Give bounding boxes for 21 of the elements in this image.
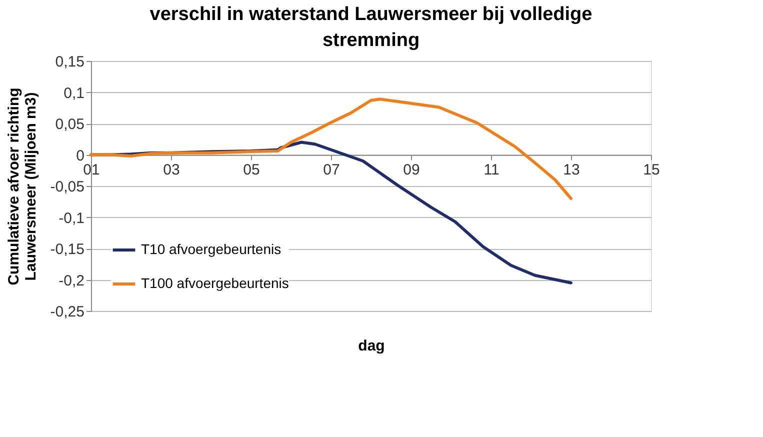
y-tick-label: -0,2 bbox=[58, 272, 84, 290]
y-tick-label: 0,1 bbox=[64, 84, 84, 102]
y-tick-label: -0,1 bbox=[58, 210, 84, 227]
x-tick-label: 05 bbox=[243, 161, 260, 178]
y-axis-title: Cumulatieve afvoer richting Lauwersmeer (Miljoen m3) bbox=[5, 88, 40, 286]
x-tick-label: 11 bbox=[484, 161, 500, 178]
x-tick-label: 03 bbox=[163, 161, 180, 178]
y-tick-label: 0,15 bbox=[55, 54, 84, 70]
x-tick-label: 13 bbox=[563, 161, 580, 178]
y-tick-label: -0,25 bbox=[50, 304, 84, 320]
y-tick-label: 0 bbox=[76, 147, 84, 164]
x-tick-label: 07 bbox=[323, 161, 340, 178]
legend-label: T100 afvoergebeurtenis bbox=[141, 275, 289, 291]
chart-title: verschil in waterstand Lauwersmeer bij volledige stremming bbox=[150, 4, 592, 51]
x-axis-title: dag bbox=[358, 338, 385, 354]
x-tick-label: 09 bbox=[403, 161, 420, 178]
x-tick-label: 15 bbox=[643, 161, 660, 178]
legend-label: T10 afvoergebeurtenis bbox=[141, 241, 282, 257]
y-tick-label: -0,15 bbox=[50, 241, 84, 258]
y-tick-label: -0,05 bbox=[50, 178, 84, 196]
y-tick-label: 0,05 bbox=[55, 116, 84, 133]
